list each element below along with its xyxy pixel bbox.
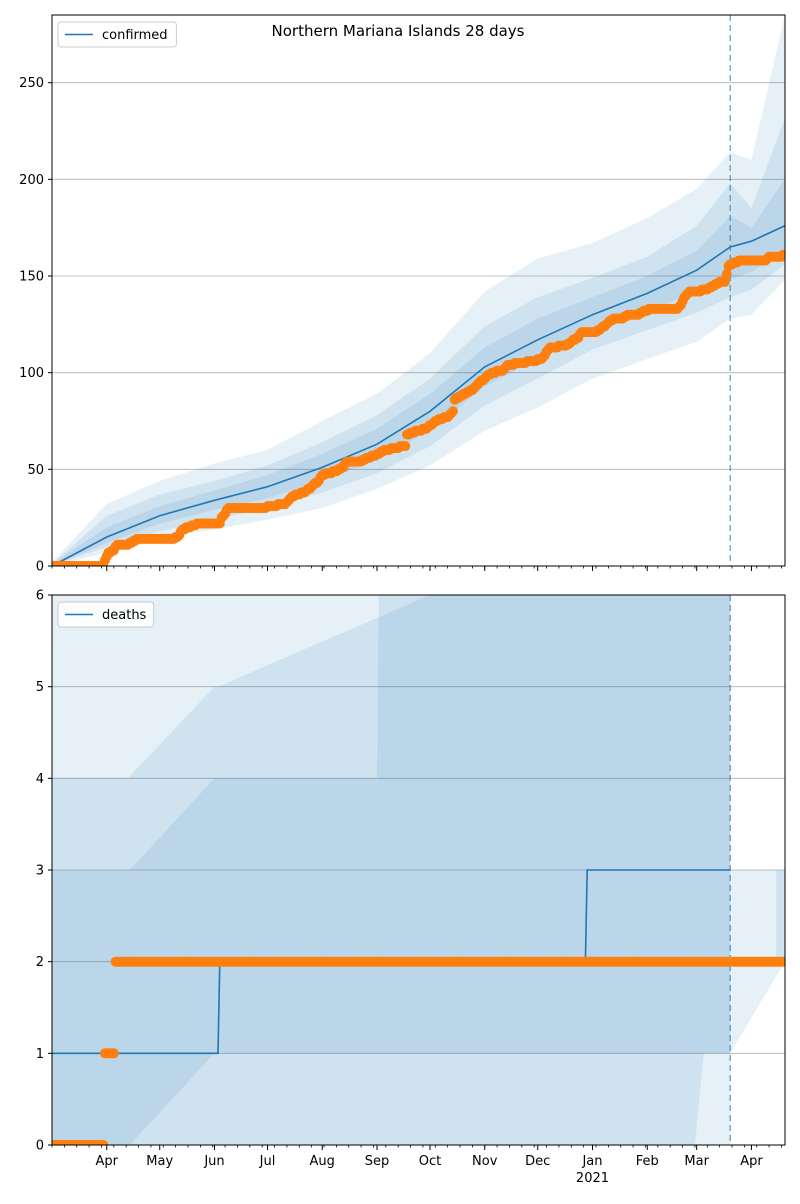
plot-area (52, 595, 785, 1145)
series-line-confirmed (52, 224, 785, 566)
x-tick-label: Apr (96, 1154, 119, 1169)
y-tick-label: 3 (36, 864, 44, 879)
panel-2: 0 1 2 3 4 5 6 Apr May Jun Jul Aug Sep Oct Nov Dec Jan Feb… (36, 589, 786, 1186)
interval-band-outer (52, 15, 785, 566)
y-tick-label: 100 (19, 366, 44, 381)
legend: deaths (57, 601, 155, 628)
legend-box (57, 21, 177, 48)
y-tick-label: 150 (19, 270, 44, 285)
x-tick-label: Dec (525, 1154, 550, 1169)
observed-marker (108, 1048, 119, 1059)
x-tick-label: Apr (740, 1154, 763, 1169)
interval-band-middle (52, 117, 785, 566)
y-tick-label: 2 (36, 955, 44, 970)
panel-1: 0 50 100 150 200 250 confirmed (19, 14, 786, 575)
y-tick-label: 1 (36, 1047, 44, 1062)
x-year-label: 2021 (576, 1171, 609, 1186)
x-tick-label: Feb (636, 1154, 659, 1169)
x-tick-label: Mar (684, 1154, 709, 1169)
x-tick-label: Nov (472, 1154, 498, 1169)
x-tick-label: May (146, 1154, 173, 1169)
observed-marker (721, 269, 732, 280)
x-tick-label: Jan (581, 1154, 602, 1169)
observed-marker (719, 276, 730, 287)
observed-marker (780, 956, 785, 967)
y-tick-label: 250 (19, 76, 44, 91)
y-tick-label: 6 (36, 589, 44, 604)
y-tick-label: 200 (19, 173, 44, 188)
y-tick-label: 50 (27, 463, 44, 478)
x-tick-label: Jul (259, 1154, 276, 1169)
interval-band-inner (52, 179, 785, 566)
observed-marker (447, 406, 458, 417)
legend: confirmed (57, 21, 177, 48)
y-tick-label: 0 (36, 560, 44, 575)
observed-marker (98, 1140, 109, 1145)
interval-band-inner (52, 595, 731, 1145)
interval-band-outer (52, 595, 731, 1145)
legend-label: deaths (102, 608, 147, 623)
observed-marker (780, 249, 785, 260)
observed-markers (52, 249, 785, 566)
axes-frame (51, 14, 786, 567)
x-tick-label: Sep (365, 1154, 390, 1169)
x-tick-label: Aug (310, 1154, 335, 1169)
y-tick-label: 0 (36, 1139, 44, 1154)
plot-area (52, 15, 785, 566)
observed-markers (52, 956, 785, 1145)
chart-title: Northern Mariana Islands 28 days (272, 22, 525, 40)
y-tick-label: 5 (36, 680, 44, 695)
y-tick-label: 4 (36, 772, 44, 787)
interval-band-middle_forecast (776, 870, 785, 962)
x-tick-label: Jun (203, 1154, 224, 1169)
legend-box (57, 601, 155, 628)
legend-label: confirmed (102, 28, 168, 43)
x-tick-label: Oct (419, 1154, 441, 1169)
interval-band-middle (52, 595, 731, 1145)
observed-marker (400, 441, 411, 452)
